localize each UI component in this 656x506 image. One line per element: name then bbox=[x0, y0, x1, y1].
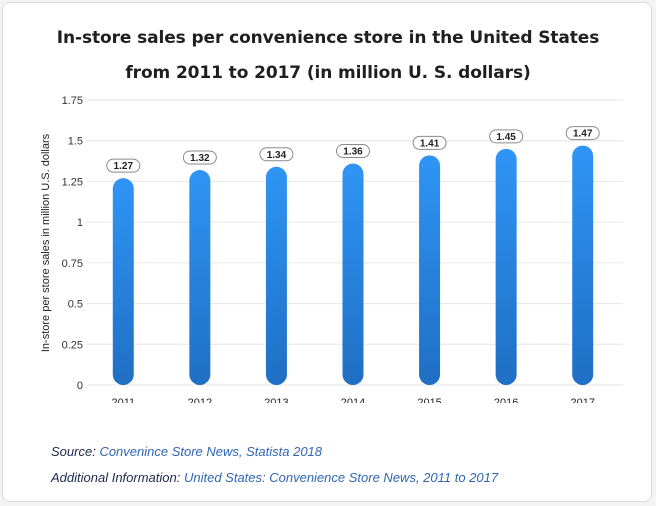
y-tick-label: 0.5 bbox=[68, 299, 83, 311]
bar-2014 bbox=[342, 163, 364, 385]
x-tick-label: 2015 bbox=[417, 397, 441, 403]
additional-info-label: Additional Information: bbox=[51, 470, 181, 485]
bar-2016 bbox=[495, 148, 517, 385]
bars: 1.27 1.32 1.34 1.36 1.41 1.45 1.47 bbox=[106, 126, 600, 385]
data-label: 1.47 bbox=[573, 129, 593, 140]
data-label: 1.32 bbox=[190, 153, 210, 164]
y-tick-label: 1.75 bbox=[62, 95, 83, 107]
bar-2013 bbox=[265, 166, 287, 385]
x-tick-label: 2012 bbox=[188, 397, 212, 403]
source-label: Source: bbox=[51, 444, 96, 459]
x-tick-labels: 2011 2012 2013 2014 2015 2016 2017 bbox=[111, 397, 594, 403]
data-label-bubble bbox=[336, 144, 370, 159]
x-tick-label: 2016 bbox=[494, 397, 518, 403]
data-label: 1.27 bbox=[114, 161, 134, 172]
chart-title-line-1: In-store sales per convenience store in … bbox=[56, 28, 600, 48]
y-tick-label: 1.5 bbox=[68, 136, 83, 148]
y-tick-label: 0.25 bbox=[62, 339, 83, 351]
bar-2017 bbox=[572, 145, 594, 385]
chart-title-line-2: from 2011 to 2017 (in million U. S. doll… bbox=[125, 63, 531, 83]
additional-info-note: Additional Information: United States: C… bbox=[51, 470, 498, 485]
y-tick-label: 1.25 bbox=[62, 176, 83, 188]
bar-2012 bbox=[189, 170, 211, 385]
y-tick-label: 0.75 bbox=[62, 258, 83, 270]
chart-title: In-store sales per convenience store in … bbox=[3, 21, 653, 91]
x-tick-label: 2014 bbox=[341, 397, 365, 403]
data-label-bubble bbox=[412, 135, 447, 150]
data-label-bubble bbox=[182, 150, 217, 165]
data-label-bubble bbox=[106, 158, 141, 173]
data-label: 1.45 bbox=[496, 132, 516, 143]
source-note: Source: Convenince Store News, Statista … bbox=[51, 444, 322, 459]
y-tick-label: 1 bbox=[77, 217, 83, 229]
y-axis-label: In-store per store sales in million U.S.… bbox=[40, 133, 52, 352]
bar-2015 bbox=[419, 155, 441, 385]
chart-card: In-store sales per convenience store in … bbox=[2, 2, 652, 502]
gridlines bbox=[87, 99, 623, 386]
bar-2011 bbox=[112, 178, 134, 385]
data-label-bubble bbox=[565, 126, 600, 141]
data-label: 1.41 bbox=[420, 138, 440, 149]
y-tick-labels: 0 0.25 0.5 0.75 1 1.25 1.5 1.75 bbox=[62, 95, 83, 392]
data-label: 1.34 bbox=[267, 150, 287, 161]
additional-info-value: United States: Convenience Store News, 2… bbox=[183, 470, 499, 485]
source-value: Convenince Store News, Statista 2018 bbox=[99, 444, 323, 459]
bar-chart: In-store per store sales in million U.S.… bbox=[40, 95, 623, 403]
data-label-bubble bbox=[489, 129, 524, 144]
data-label: 1.36 bbox=[343, 147, 363, 158]
x-tick-label: 2011 bbox=[111, 397, 135, 403]
x-tick-label: 2017 bbox=[570, 397, 594, 403]
y-tick-label: 0 bbox=[77, 380, 83, 392]
x-tick-label: 2013 bbox=[264, 397, 288, 403]
data-label-bubble bbox=[259, 147, 294, 162]
